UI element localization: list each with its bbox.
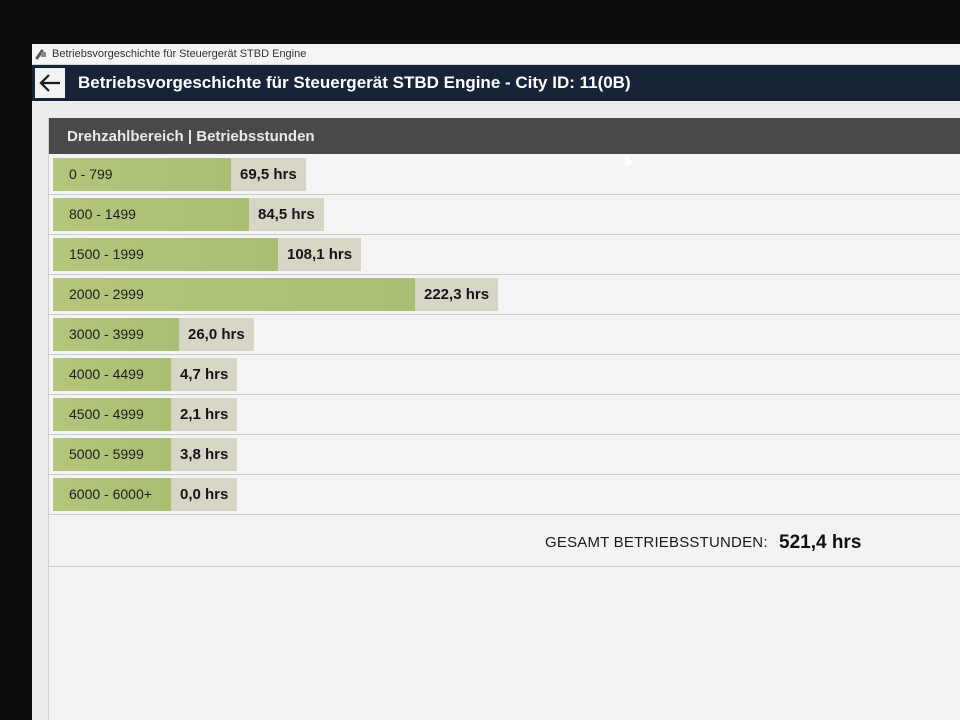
app-icon	[36, 49, 47, 60]
table-row: 0 - 799 69,5 hrs	[49, 155, 960, 195]
rpm-range-label: 800 - 1499	[69, 206, 136, 222]
window-title: Betriebsvorgeschichte für Steuergerät ST…	[52, 48, 307, 60]
table-row: 5000 - 5999 3,8 hrs	[49, 435, 960, 475]
hours-bar	[53, 158, 231, 191]
hours-bar	[53, 318, 179, 351]
hours-bar	[53, 278, 415, 311]
hours-bar	[53, 438, 171, 471]
rpm-range-label: 6000 - 6000+	[69, 486, 152, 502]
back-button[interactable]	[35, 68, 65, 98]
total-value: 521,4 hrs	[779, 532, 862, 553]
hours-value: 3,8 hrs	[171, 438, 238, 471]
operating-history-panel: Drehzahlbereich | Betriebsstunden 0 - 79…	[48, 118, 960, 720]
rpm-range-label: 4500 - 4999	[69, 406, 144, 422]
window-titlebar: Betriebsvorgeschichte für Steuergerät ST…	[32, 44, 960, 65]
hours-bar	[53, 198, 249, 231]
hours-value: 69,5 hrs	[231, 158, 306, 191]
hours-value: 2,1 hrs	[171, 398, 238, 431]
rpm-range-label: 1500 - 1999	[69, 246, 144, 262]
table-row: 6000 - 6000+ 0,0 hrs	[49, 475, 960, 515]
hours-value: 108,1 hrs	[278, 238, 362, 271]
rpm-range-label: 5000 - 5999	[69, 446, 144, 462]
table-row: 3000 - 3999 26,0 hrs	[49, 315, 960, 355]
hours-bar	[53, 478, 171, 511]
hours-bar	[53, 398, 171, 431]
rpm-range-label: 2000 - 2999	[69, 286, 144, 302]
rpm-range-list: 0 - 799 69,5 hrs 800 - 1499 84,5 hrs 1500 - …	[49, 155, 960, 515]
hours-value: 0,0 hrs	[171, 478, 238, 511]
table-row: 1500 - 1999 108,1 hrs	[49, 235, 960, 275]
hours-bar	[53, 238, 278, 271]
total-row: GESAMT BETRIEBSSTUNDEN: 521,4 hrs	[49, 520, 960, 567]
column-header: Drehzahlbereich | Betriebsstunden	[49, 118, 960, 154]
hours-value: 222,3 hrs	[415, 278, 499, 311]
rpm-range-label: 3000 - 3999	[69, 326, 144, 342]
rpm-range-label: 4000 - 4499	[69, 366, 144, 382]
page-header: Betriebsvorgeschichte für Steuergerät ST…	[32, 65, 960, 101]
page-title: Betriebsvorgeschichte für Steuergerät ST…	[78, 73, 631, 92]
hours-bar	[53, 358, 171, 391]
rpm-range-label: 0 - 799	[69, 166, 113, 182]
table-row: 4000 - 4499 4,7 hrs	[49, 355, 960, 395]
arrow-left-icon	[39, 74, 60, 92]
hours-value: 84,5 hrs	[249, 198, 324, 231]
hours-value: 4,7 hrs	[171, 358, 238, 391]
table-row: 2000 - 2999 222,3 hrs	[49, 275, 960, 315]
table-row: 4500 - 4999 2,1 hrs	[49, 395, 960, 435]
screen: Betriebsvorgeschichte für Steuergerät ST…	[32, 44, 960, 720]
hours-value: 26,0 hrs	[179, 318, 254, 351]
table-row: 800 - 1499 84,5 hrs	[49, 195, 960, 235]
total-label: GESAMT BETRIEBSSTUNDEN:	[545, 534, 768, 551]
